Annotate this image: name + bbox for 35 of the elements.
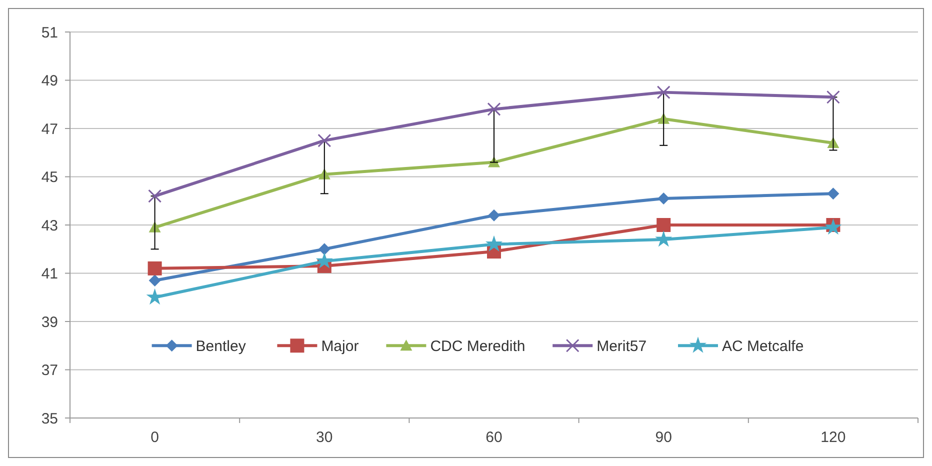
y-tick-label: 39 — [41, 314, 58, 331]
point — [487, 102, 501, 116]
x-tick-label: 120 — [820, 429, 846, 446]
legend-label: Merit57 — [596, 338, 647, 355]
point — [148, 189, 162, 203]
point — [318, 134, 332, 148]
point — [316, 252, 333, 268]
point — [488, 209, 500, 222]
y-tick-label: 43 — [41, 217, 58, 234]
legend-label: AC Metcalfe — [722, 338, 804, 355]
point — [485, 235, 503, 252]
point — [827, 188, 840, 200]
y-tick-label: 37 — [41, 362, 58, 379]
x-tick-label: 30 — [316, 429, 333, 446]
point — [148, 274, 161, 286]
point — [655, 230, 672, 247]
point — [148, 261, 162, 276]
y-tick-label: 47 — [41, 120, 58, 138]
x-tick-label: 90 — [655, 429, 672, 446]
point — [656, 218, 671, 232]
point — [826, 90, 840, 104]
y-tick-label: 51 — [41, 24, 58, 42]
point — [318, 243, 330, 256]
point — [656, 86, 670, 100]
point — [824, 218, 842, 235]
legend-label: Bentley — [196, 338, 246, 355]
legend-label: CDC Meredith — [430, 338, 526, 355]
point — [658, 192, 670, 204]
legend-label: Major — [321, 338, 359, 355]
y-tick-label: 35 — [41, 410, 58, 428]
x-tick-label: 60 — [486, 429, 502, 446]
y-tick-label: 41 — [41, 266, 58, 282]
x-tick-label: 0 — [150, 429, 159, 446]
y-tick-label: 45 — [41, 169, 58, 186]
y-tick-label: 49 — [41, 72, 58, 90]
